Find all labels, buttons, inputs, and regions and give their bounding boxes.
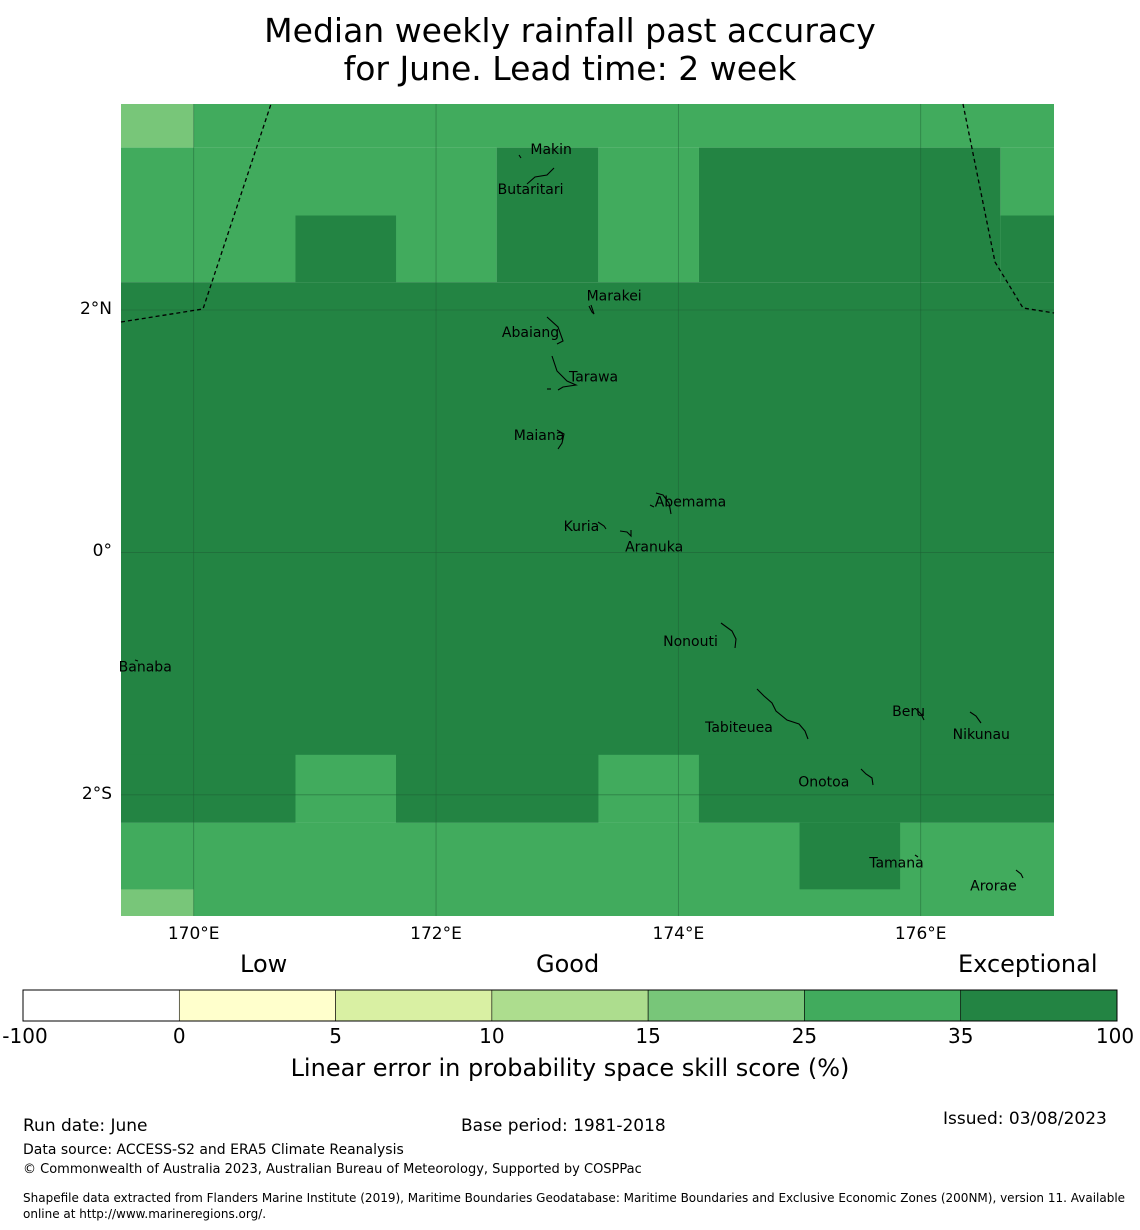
island-outline bbox=[556, 429, 565, 450]
colorbar-tick-label: 10 bbox=[479, 1024, 505, 1048]
place-label: Onotoa bbox=[798, 774, 849, 790]
skill-cell bbox=[121, 889, 194, 916]
island-outline bbox=[720, 622, 737, 649]
colorbar-bin bbox=[22, 989, 180, 1022]
island-outline bbox=[655, 492, 672, 515]
category-low: Low bbox=[240, 950, 288, 978]
latitude-tick-label: 2°N bbox=[79, 299, 112, 320]
longitude-tick-label: 174°E bbox=[652, 924, 705, 944]
colorbar-bin bbox=[491, 989, 649, 1022]
colorbar-tick-label: -100 bbox=[2, 1024, 48, 1048]
longitude-tick-label: 172°E bbox=[410, 924, 462, 944]
place-label: Tarawa bbox=[568, 370, 618, 386]
place-label: Banaba bbox=[119, 659, 172, 675]
latitude-tick-label: 0° bbox=[92, 541, 112, 562]
island-outline bbox=[649, 504, 655, 508]
chart-title-line-2: for June. Lead time: 2 week bbox=[343, 49, 797, 88]
base-period: Base period: 1981-2018 bbox=[461, 1116, 666, 1136]
skill-cell bbox=[295, 754, 397, 823]
colorbar-tick-label: 100 bbox=[1095, 1024, 1135, 1048]
eez-boundary-west bbox=[120, 103, 272, 323]
data-source: Data source: ACCESS-S2 and ERA5 Climate … bbox=[23, 1142, 404, 1158]
colorbar-title: Linear error in probability space skill … bbox=[290, 1054, 850, 1082]
skill-cell bbox=[121, 754, 296, 823]
island-outline bbox=[1015, 869, 1024, 879]
eez-boundary-east bbox=[962, 103, 1055, 314]
skill-cell bbox=[598, 147, 699, 283]
skill-cell bbox=[295, 215, 397, 283]
island-outline bbox=[526, 167, 555, 185]
island-outline bbox=[134, 659, 139, 662]
colorbar-frame bbox=[22, 989, 1118, 1022]
colorbar-tick-label: 15 bbox=[635, 1024, 661, 1048]
skill-cell bbox=[396, 754, 599, 823]
colorbar-bin bbox=[804, 989, 962, 1022]
colorbar-tick-label: 5 bbox=[329, 1024, 342, 1048]
island-outline bbox=[546, 316, 564, 345]
category-good: Good bbox=[536, 950, 600, 978]
skill-cell bbox=[121, 104, 194, 148]
category-exceptional: Exceptional bbox=[958, 950, 1098, 978]
chart-title-line-1: Median weekly rainfall past accuracy bbox=[264, 11, 876, 50]
place-label: Abemama bbox=[655, 495, 727, 511]
colorbar-tick-label: 0 bbox=[172, 1024, 186, 1048]
latitude-tick-label: 2°S bbox=[81, 783, 112, 804]
colorbar-bin bbox=[335, 989, 493, 1022]
island-outline bbox=[860, 768, 874, 786]
skill-cell bbox=[799, 822, 901, 890]
place-label: Aranuka bbox=[625, 539, 683, 555]
longitude-tick-label: 170°E bbox=[167, 924, 220, 944]
place-label: Arorae bbox=[970, 879, 1017, 895]
place-label: Abaiang bbox=[502, 325, 559, 341]
skill-cell bbox=[598, 754, 699, 823]
issued-date: Issued: 03/08/2023 bbox=[943, 1109, 1107, 1129]
skill-cell bbox=[698, 147, 1001, 283]
colorbar-tick-label: 35 bbox=[947, 1024, 974, 1048]
place-label: Marakei bbox=[587, 288, 642, 304]
place-label: Nikunau bbox=[953, 727, 1010, 743]
shapefile-credit-line-2: online at http://www.marineregions.org/. bbox=[23, 1207, 267, 1221]
island-outline bbox=[914, 854, 919, 858]
run-date: Run date: June bbox=[23, 1116, 148, 1136]
longitude-tick-label: 176°E bbox=[894, 924, 947, 944]
place-label: Kuria bbox=[564, 519, 600, 535]
colorbar-bin bbox=[647, 989, 805, 1022]
copyright: © Commonwealth of Australia 2023, Austra… bbox=[23, 1162, 642, 1177]
place-label: Maiana bbox=[514, 428, 565, 444]
island-outline bbox=[915, 708, 925, 721]
skill-cell bbox=[698, 754, 1054, 823]
island-outline bbox=[551, 355, 578, 391]
place-label: Nonouti bbox=[663, 634, 718, 650]
place-label: Makin bbox=[530, 142, 572, 158]
island-outline bbox=[518, 154, 522, 159]
skill-cell bbox=[496, 147, 599, 283]
island-outline bbox=[588, 304, 595, 315]
place-label: Beru bbox=[892, 704, 925, 720]
skill-cell bbox=[193, 104, 1054, 148]
colorbar-tick-label: 25 bbox=[791, 1024, 818, 1048]
island-outline bbox=[756, 688, 809, 740]
colorbar-bin bbox=[960, 989, 1118, 1022]
colorbar-bin bbox=[178, 989, 336, 1022]
place-label: Tamana bbox=[868, 856, 923, 872]
island-outline bbox=[597, 521, 607, 530]
island-outline bbox=[969, 711, 982, 724]
place-label: Butaritari bbox=[498, 182, 564, 198]
shapefile-credit-line-1: Shapefile data extracted from Flanders M… bbox=[23, 1191, 1126, 1205]
island-outline bbox=[619, 530, 632, 538]
skill-cell bbox=[1000, 215, 1054, 283]
place-label: Tabiteuea bbox=[704, 720, 773, 736]
